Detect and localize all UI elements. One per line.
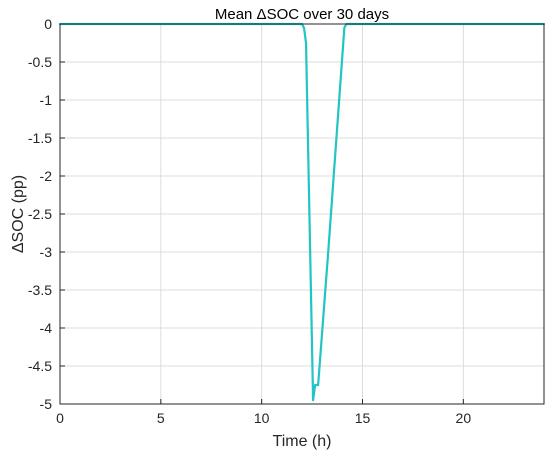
y-tick-label: -4 [40,320,53,336]
y-tick-label: -4.5 [28,358,52,374]
y-tick-label: -2 [40,168,53,184]
x-tick-label: 20 [456,410,472,426]
y-tick-label: -0.5 [28,54,52,70]
x-tick-label: 5 [157,410,165,426]
x-axis-title: Time (h) [273,433,332,450]
grid-lines [59,23,544,405]
series-layer [58,22,546,402]
y-axis-ticks: 0 -0.5 -1 -1.5 -2 -2.5 -3 -3.5 -4 -4.5 -5 [28,16,65,412]
series-line [58,22,546,402]
y-tick-label: -5 [40,396,53,412]
y-tick-label: -2.5 [28,206,52,222]
y-tick-label: -1 [40,92,53,108]
x-tick-label: 10 [254,410,270,426]
y-tick-label: -3 [40,244,53,260]
y-axis-title: ΔSOC (pp) [10,175,27,253]
x-tick-label: 15 [355,410,371,426]
y-tick-label: -3.5 [28,282,52,298]
y-tick-label: 0 [44,16,52,32]
chart-title: Mean ΔSOC over 30 days [215,6,389,23]
x-tick-label: 0 [56,410,64,426]
x-axis-ticks: 0 5 10 15 20 [56,399,471,426]
y-tick-label: -1.5 [28,130,52,146]
